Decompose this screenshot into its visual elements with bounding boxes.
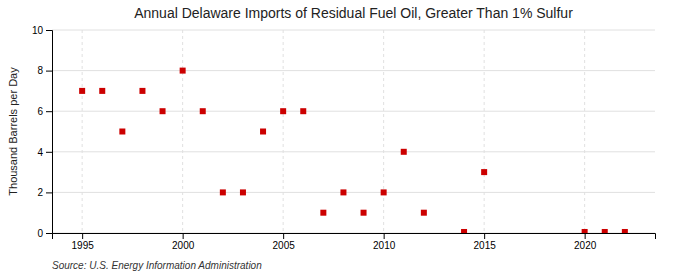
y-grid-line — [52, 70, 655, 71]
y-axis: 0 2 4 6 8 10 — [32, 25, 53, 239]
point — [180, 68, 186, 74]
x-tick-label: 1995 — [72, 240, 95, 251]
point — [421, 210, 427, 216]
y-tick: 6 — [37, 106, 52, 117]
point — [361, 210, 367, 216]
point — [160, 108, 166, 114]
x-tick: 2015 — [474, 233, 497, 251]
y-tick: 10 — [32, 25, 52, 36]
y-tick-mark — [46, 152, 52, 153]
y-tick-mark — [46, 111, 52, 112]
y-grid-line — [52, 151, 655, 152]
point — [381, 189, 387, 195]
x-tick-label: 2005 — [273, 240, 296, 251]
x-tick: 2005 — [273, 233, 296, 251]
x-grid-line — [584, 30, 585, 233]
y-grid-line — [52, 192, 655, 193]
x-tick: 1995 — [72, 233, 95, 251]
y-tick-mark — [46, 233, 52, 234]
y-tick: 4 — [37, 147, 52, 158]
y-grid-line — [52, 111, 655, 112]
x-tick-mark — [585, 233, 586, 239]
y-tick-label: 10 — [32, 25, 44, 36]
y-tick-label: 2 — [37, 187, 43, 198]
x-tick-mark — [384, 233, 385, 239]
point — [340, 189, 346, 195]
grid — [52, 30, 655, 233]
point — [139, 88, 145, 94]
y-tick-mark — [46, 30, 52, 31]
x-tick-mark — [484, 233, 485, 239]
x-tick: 2010 — [373, 233, 396, 251]
point — [220, 189, 226, 195]
point — [260, 129, 266, 135]
source-note: Source: U.S. Energy Information Administ… — [52, 260, 262, 271]
point — [401, 149, 407, 155]
y-tick: 0 — [37, 228, 52, 239]
x-tick-mark — [82, 233, 83, 239]
plot-area: 1995 2000 2005 2010 2015 2020 0 2 4 6 8 10 — [32, 25, 656, 251]
x-tick-label: 2020 — [574, 240, 597, 251]
x-tick-label: 2010 — [373, 240, 396, 251]
point — [200, 108, 206, 114]
y-tick-label: 8 — [37, 65, 43, 76]
x-axis: 1995 2000 2005 2010 2015 2020 — [53, 233, 656, 251]
point — [622, 229, 628, 233]
point — [79, 88, 85, 94]
chart: 1995 2000 2005 2010 2015 2020 0 2 4 6 8 10 Annual De… — [0, 0, 675, 275]
y-tick-label: 6 — [37, 106, 43, 117]
y-tick-label: 0 — [37, 228, 43, 239]
points — [79, 68, 628, 233]
x-grid-line — [383, 30, 384, 233]
title: Annual Delaware Imports of Residual Fuel… — [134, 5, 573, 21]
point — [300, 108, 306, 114]
x-grid-line — [182, 30, 183, 233]
y-tick-label: 4 — [37, 147, 43, 158]
x-tick-mark — [183, 233, 184, 239]
x-tick: 2000 — [172, 233, 195, 251]
x-grid-line — [484, 30, 485, 233]
point — [602, 229, 608, 233]
y-tick: 2 — [37, 187, 52, 198]
y-tick: 8 — [37, 65, 52, 76]
point — [280, 108, 286, 114]
point — [582, 229, 588, 233]
point — [240, 189, 246, 195]
y-axis-title: Thousand Barrels per Day — [7, 67, 19, 196]
point — [99, 88, 105, 94]
point — [119, 129, 125, 135]
x-tick-label: 2015 — [474, 240, 497, 251]
x-tick: 2020 — [574, 233, 597, 251]
y-tick-mark — [46, 192, 52, 193]
point — [320, 210, 326, 216]
y-grid-line — [52, 30, 655, 31]
x-axis-line — [53, 234, 656, 240]
y-axis-line — [46, 31, 53, 234]
point — [461, 229, 467, 233]
x-grid-line — [82, 30, 83, 233]
x-grid-line — [283, 30, 284, 233]
x-tick-mark — [283, 233, 284, 239]
x-tick-label: 2000 — [172, 240, 195, 251]
y-tick-mark — [46, 71, 52, 72]
point — [481, 169, 487, 175]
